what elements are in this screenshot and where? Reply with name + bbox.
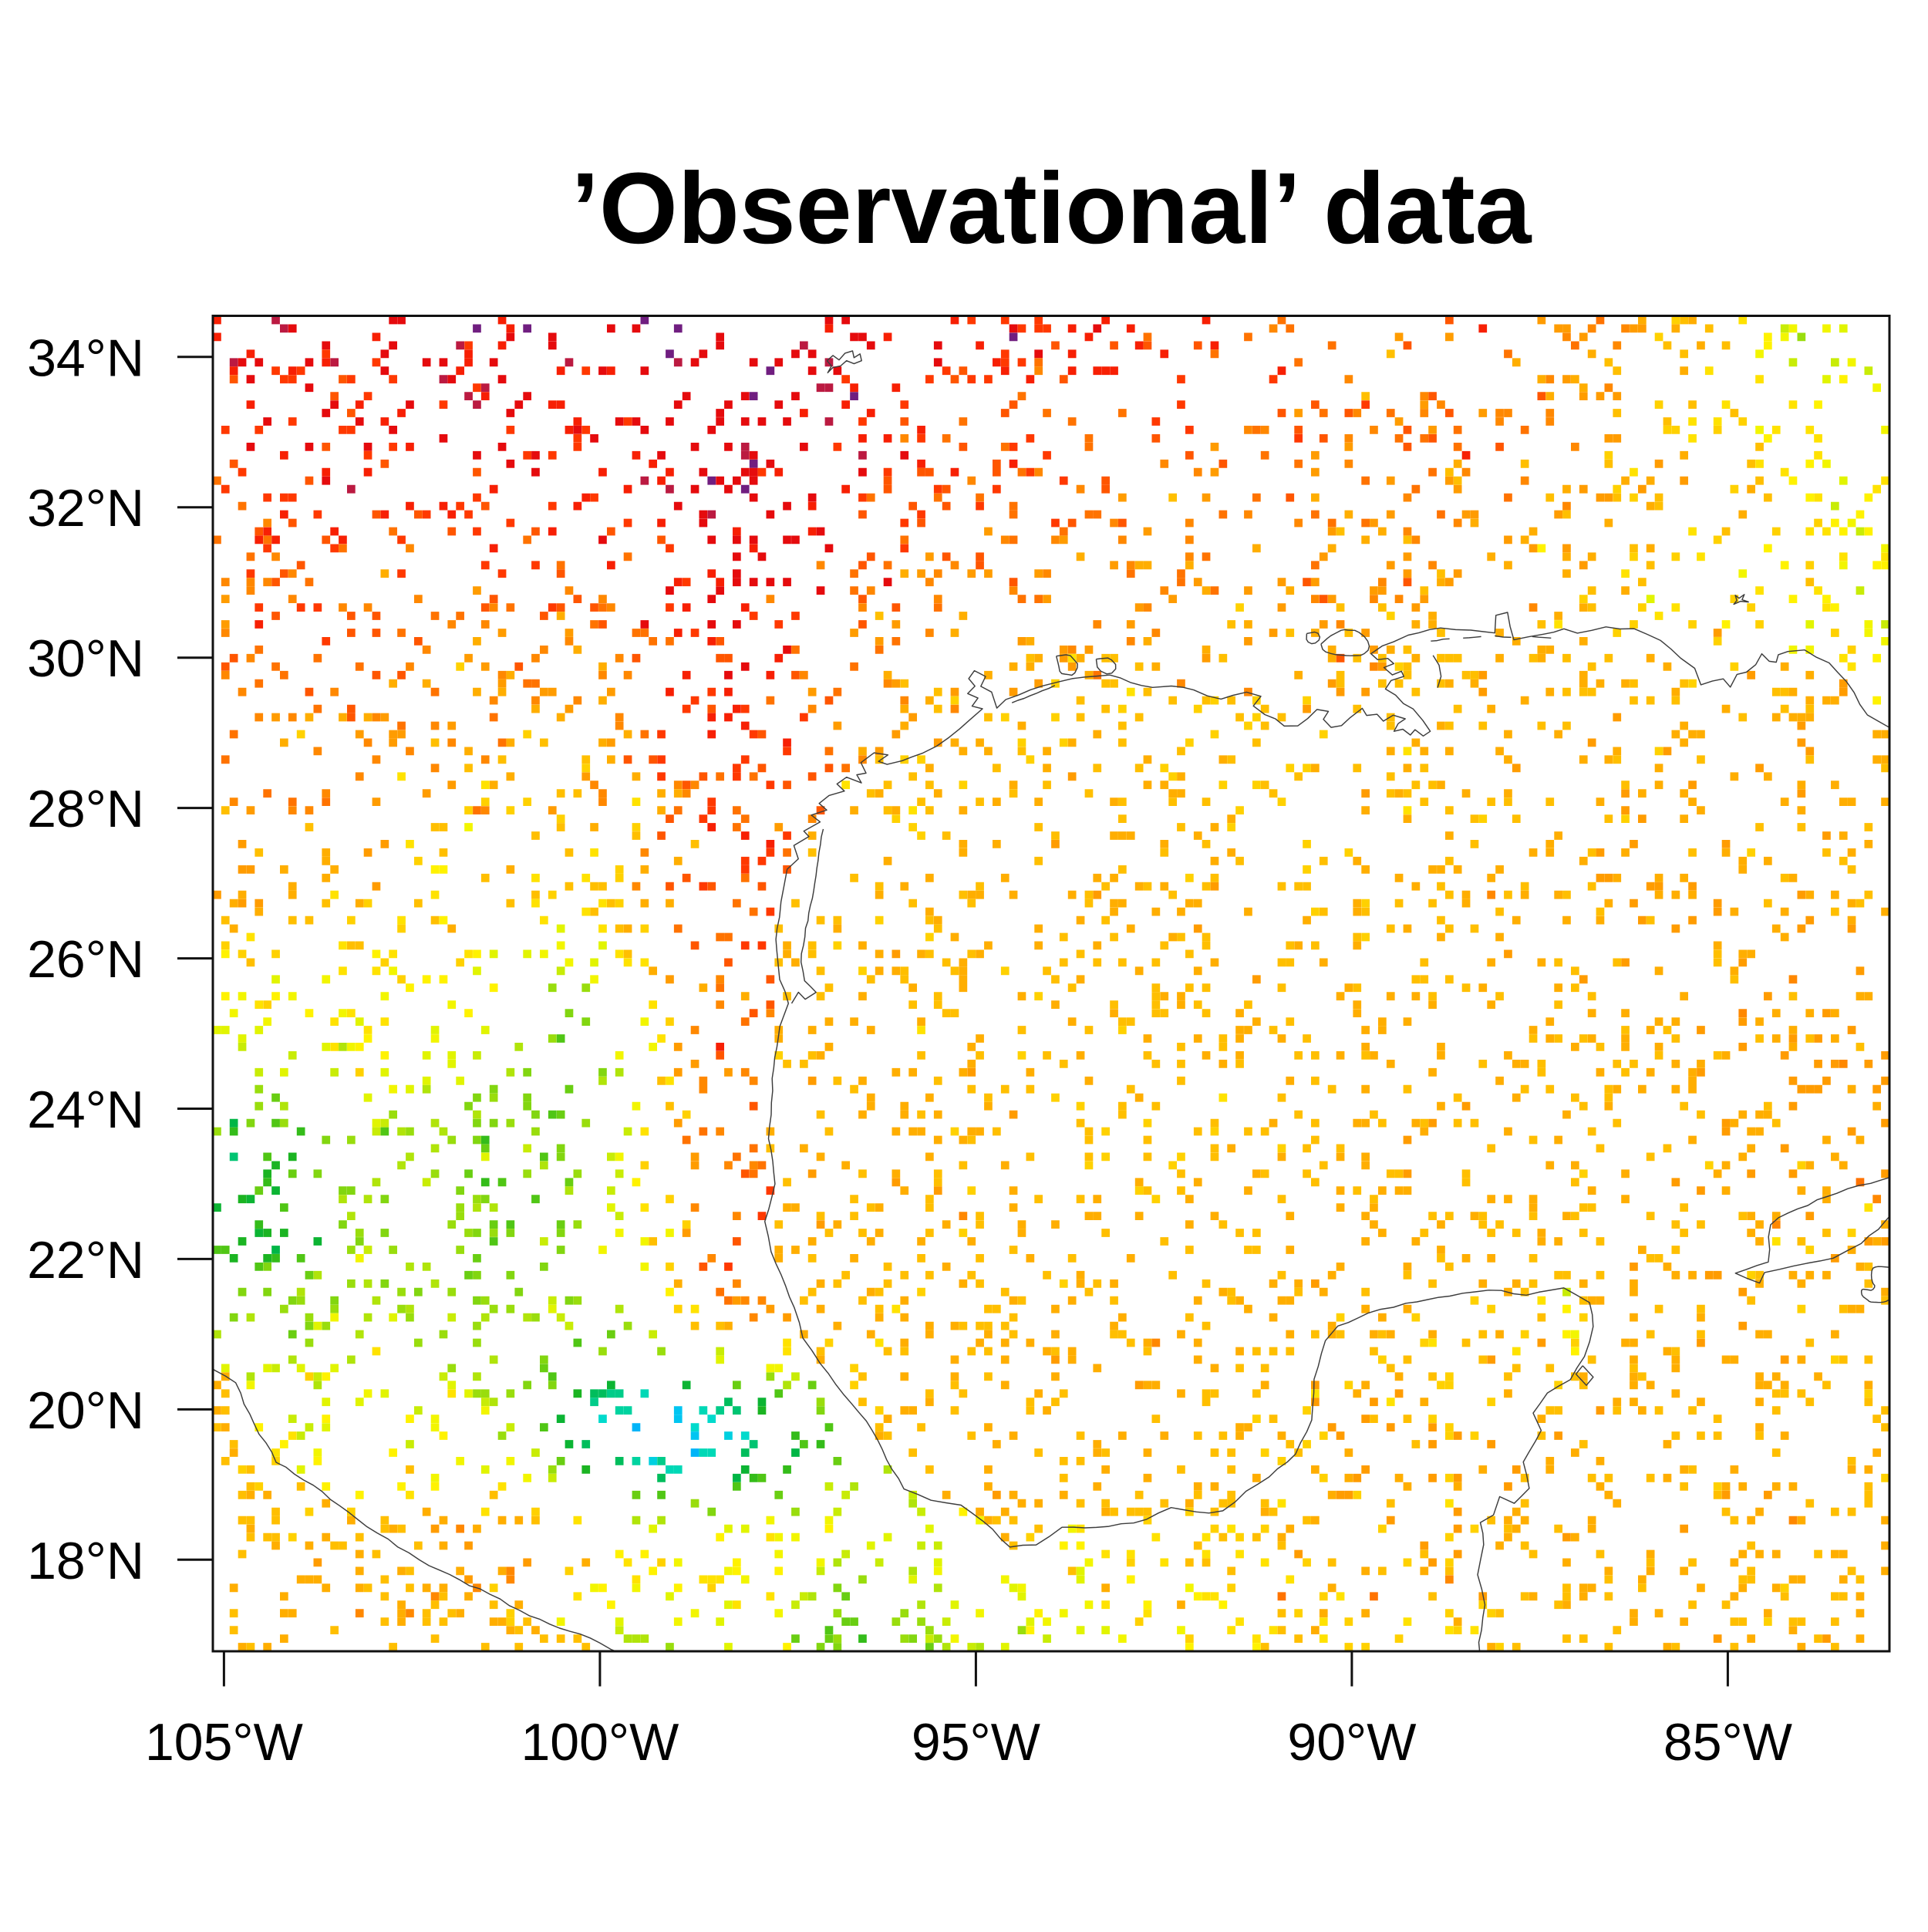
svg-text:22°N: 22°N <box>27 1231 144 1290</box>
svg-text:30°N: 30°N <box>27 629 144 688</box>
svg-text:95°W: 95°W <box>912 1713 1040 1772</box>
svg-text:105°W: 105°W <box>145 1713 303 1772</box>
svg-text:85°W: 85°W <box>1663 1713 1792 1772</box>
svg-text:18°N: 18°N <box>27 1532 144 1590</box>
svg-text:100°W: 100°W <box>521 1713 679 1772</box>
svg-text:’Observational’ data: ’Observational’ data <box>571 151 1532 265</box>
svg-text:26°N: 26°N <box>27 930 144 989</box>
svg-text:90°W: 90°W <box>1287 1713 1416 1772</box>
svg-text:28°N: 28°N <box>27 780 144 838</box>
svg-text:34°N: 34°N <box>27 329 144 387</box>
svg-text:20°N: 20°N <box>27 1381 144 1440</box>
svg-text:24°N: 24°N <box>27 1081 144 1139</box>
svg-text:32°N: 32°N <box>27 479 144 538</box>
